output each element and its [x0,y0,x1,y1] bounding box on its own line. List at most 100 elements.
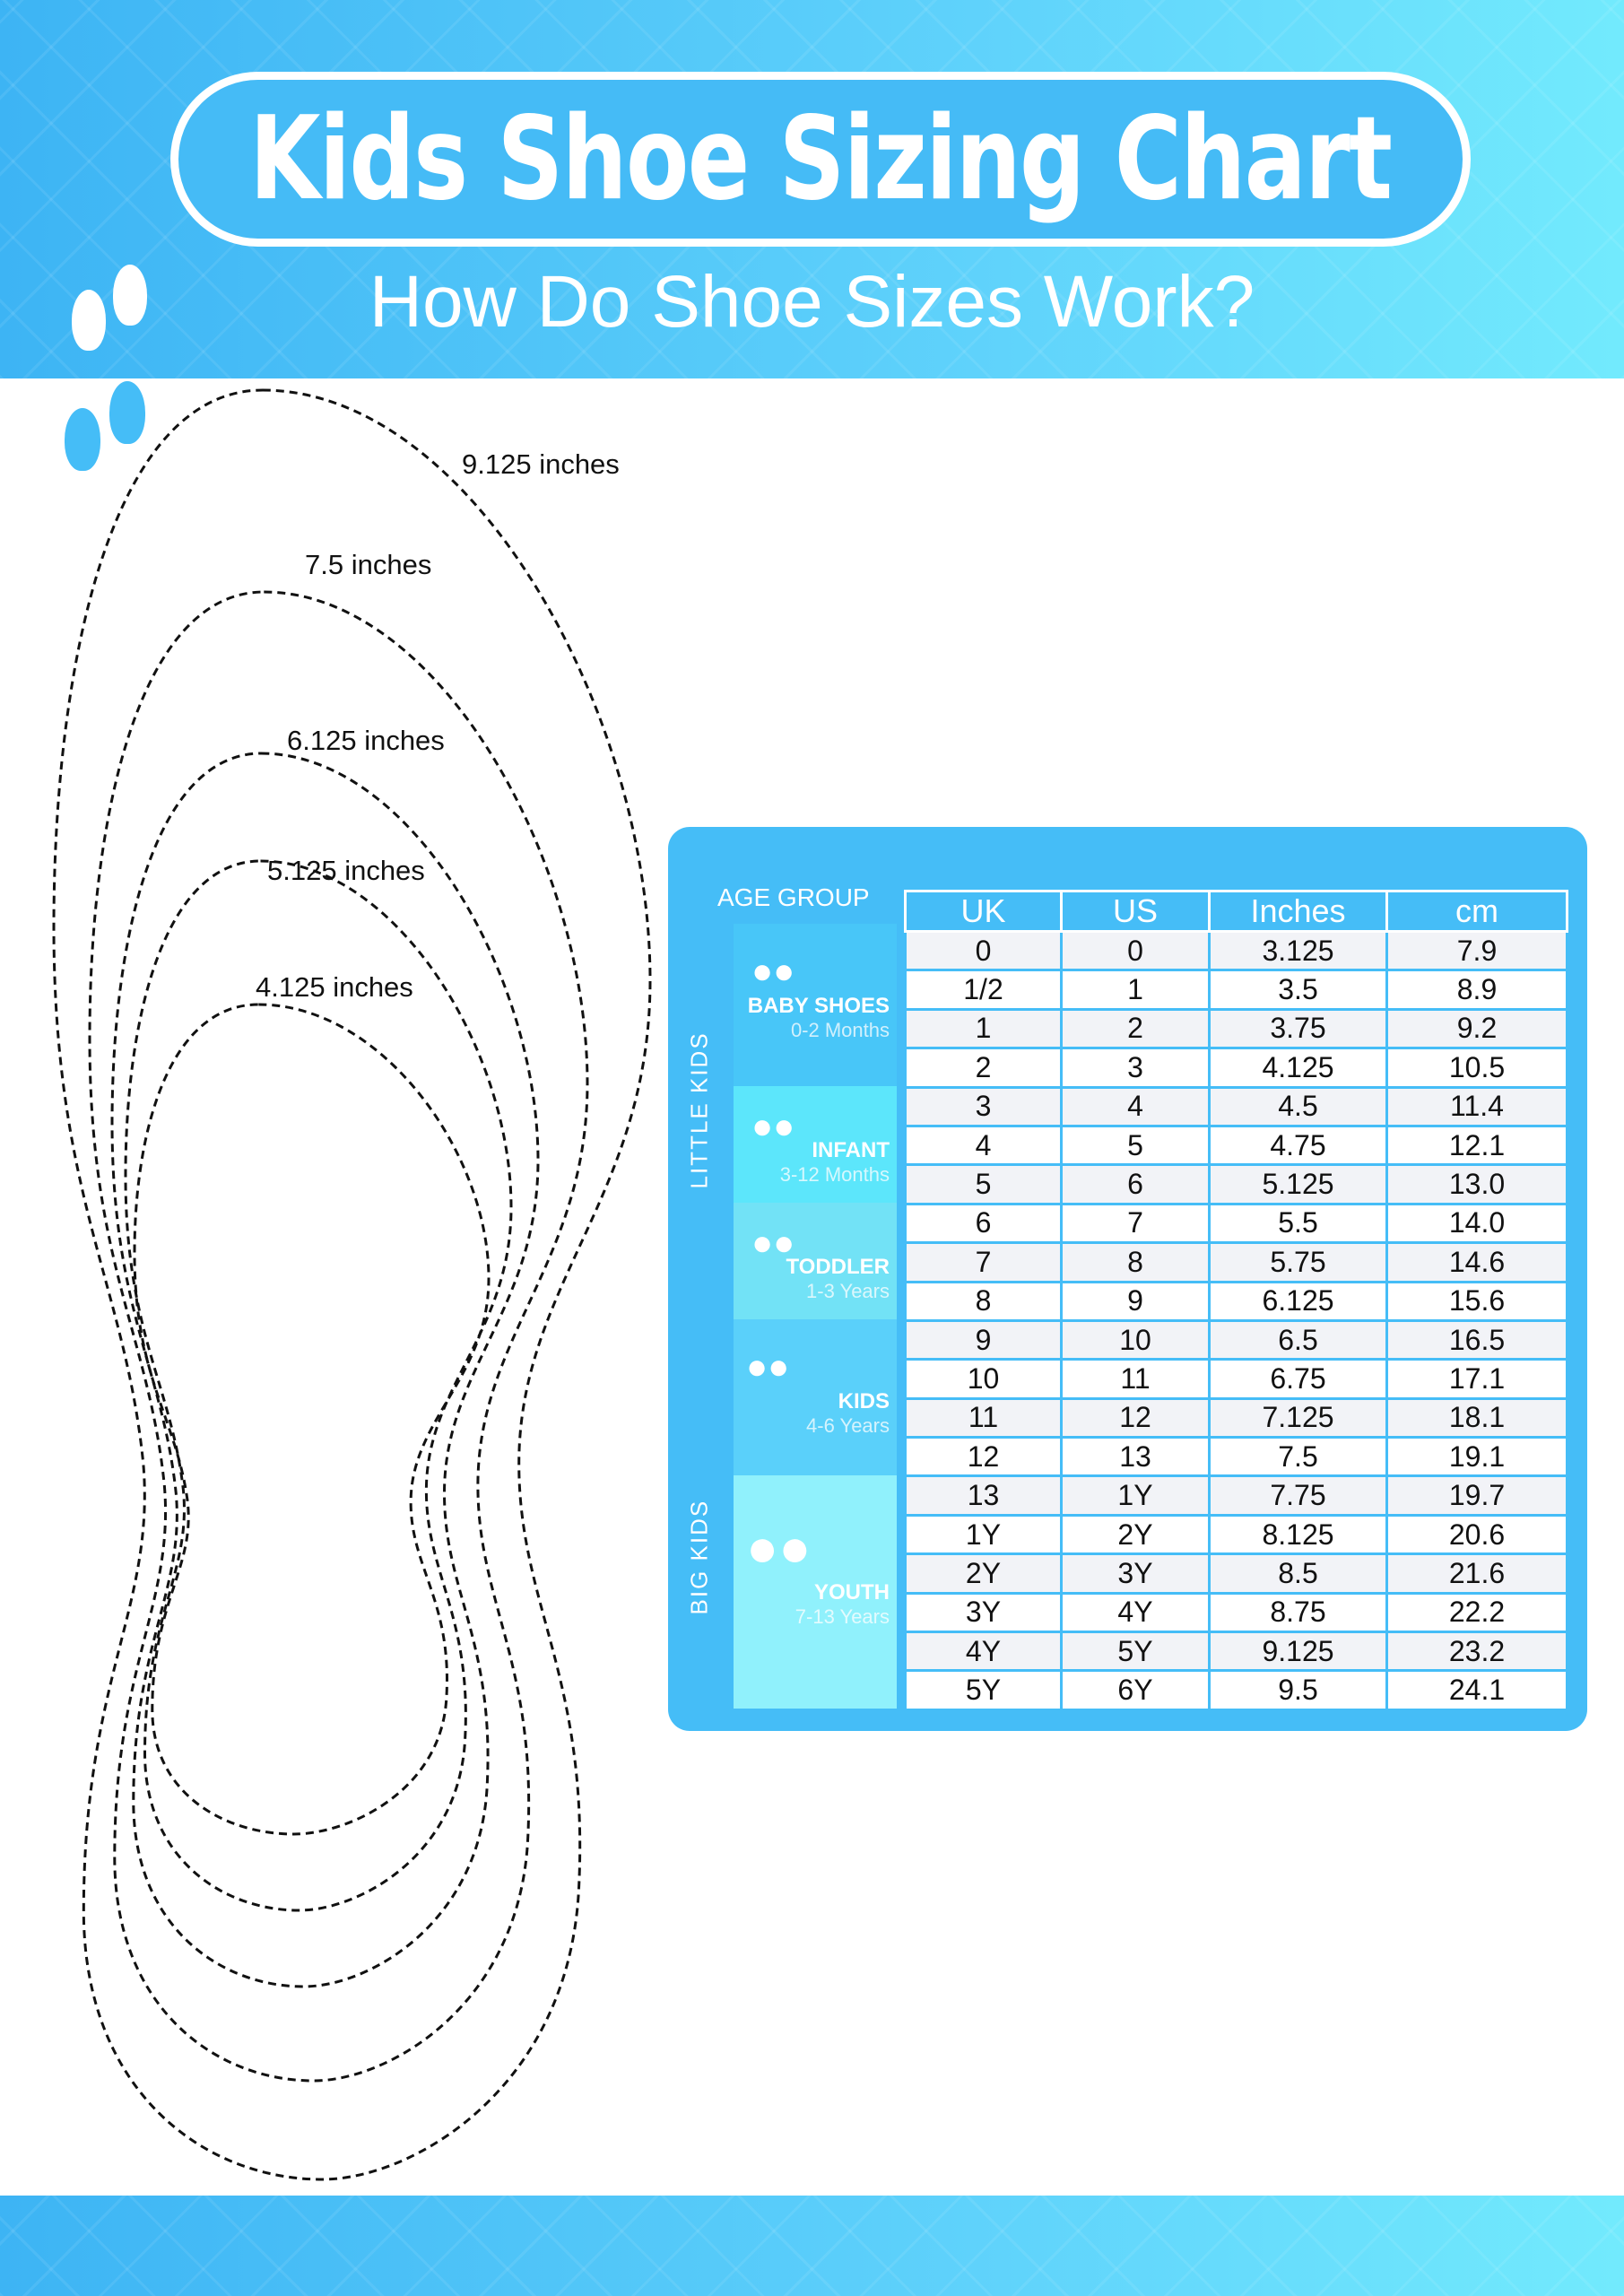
table-cell: 10 [1060,1318,1211,1361]
table-cell: 7.125 [1208,1396,1388,1439]
table-cell: 8.75 [1208,1591,1388,1634]
table-cell: 9.125 [1208,1631,1388,1673]
age-group-infant: ●● INFANT 3-12 Months [734,1085,897,1203]
table-cell: 0 [1060,929,1211,972]
table-row: 8 9 6.125 15.6 [904,1280,1568,1322]
foot-outline [88,590,589,2083]
table-cell: 3.5 [1208,969,1388,1011]
table-cell: 7 [904,1241,1063,1283]
table-cell: 6 [904,1202,1063,1245]
size-table: UK US Inches cm 0 0 3.125 7.9 1/2 1 3.5 8.9 1 2 3.75 9.… [904,890,1568,1711]
table-cell: 5Y [904,1669,1063,1711]
table-cell: 7 [1060,1202,1211,1245]
column-header: UK [904,890,1063,933]
group-age: 0-2 Months [790,1019,890,1042]
group-age: 4-6 Years [806,1414,890,1438]
table-cell: 12.1 [1385,1124,1568,1167]
outline-length-label: 9.125 inches [462,448,620,480]
table-cell: 17.1 [1385,1358,1568,1400]
table-row: 5 6 5.125 13.0 [904,1163,1568,1205]
column-header: cm [1385,890,1568,933]
table-row: 3 4 4.5 11.4 [904,1085,1568,1127]
group-age: 1-3 Years [806,1280,890,1303]
group-name: YOUTH [814,1579,890,1605]
table-cell: 3Y [1060,1552,1211,1595]
table-row: 10 11 6.75 17.1 [904,1358,1568,1400]
age-group-baby-shoes: ●● BABY SHOES 0-2 Months [734,924,897,1086]
table-cell: 3.75 [1208,1007,1388,1050]
table-row: 1 2 3.75 9.2 [904,1007,1568,1050]
table-cell: 11 [904,1396,1063,1439]
section-big-kids: BIG KIDS [685,1499,713,1615]
group-name: BABY SHOES [747,994,890,1019]
table-cell: 1Y [1060,1474,1211,1517]
page-title: Kids Shoe Sizing Chart [249,92,1393,226]
column-header: US [1060,890,1211,933]
table-cell: 13 [1060,1436,1211,1478]
table-cell: 4 [1060,1085,1211,1127]
table-cell: 14.0 [1385,1202,1568,1245]
table-cell: 8 [904,1280,1063,1322]
table-cell: 23.2 [1385,1631,1568,1673]
table-row: 6 7 5.5 14.0 [904,1202,1568,1245]
table-cell: 4.75 [1208,1124,1388,1167]
table-cell: 3 [1060,1047,1211,1089]
table-cell: 9 [904,1318,1063,1361]
table-cell: 5.75 [1208,1241,1388,1283]
table-row: 5Y 6Y 9.5 24.1 [904,1669,1568,1711]
table-cell: 4 [904,1124,1063,1167]
age-group-youth: ●● YOUTH 7-13 Years [734,1474,897,1709]
table-cell: 1 [904,1007,1063,1050]
table-row: 7 8 5.75 14.6 [904,1241,1568,1283]
age-group-toddler: ●● TODDLER 1-3 Years [734,1202,897,1319]
age-group-kids: ●● KIDS 4-6 Years [734,1319,897,1475]
table-cell: 5 [1060,1124,1211,1167]
feet-icon: ●● [751,952,795,992]
foot-outline [133,1003,491,1836]
table-cell: 2 [1060,1007,1211,1050]
table-cell: 8 [1060,1241,1211,1283]
table-cell: 22.2 [1385,1591,1568,1634]
table-cell: 7.5 [1208,1436,1388,1478]
table-cell: 10 [904,1358,1063,1400]
table-cell: 6 [1060,1163,1211,1205]
table-row: 0 0 3.125 7.9 [904,929,1568,972]
table-cell: 4Y [1060,1591,1211,1634]
table-cell: 13.0 [1385,1163,1568,1205]
table-cell: 14.6 [1385,1241,1568,1283]
table-cell: 4.5 [1208,1085,1388,1127]
table-cell: 3Y [904,1591,1063,1634]
table-cell: 19.1 [1385,1436,1568,1478]
table-cell: 7.75 [1208,1474,1388,1517]
table-cell: 1/2 [904,969,1063,1011]
table-cell: 6.75 [1208,1358,1388,1400]
group-age: 3-12 Months [779,1163,890,1187]
table-cell: 6Y [1060,1669,1211,1711]
table-row: 1/2 1 3.5 8.9 [904,969,1568,1011]
table-cell: 20.6 [1385,1513,1568,1556]
section-little-kids: LITTLE KIDS [685,1031,713,1189]
title-pill: Kids Shoe Sizing Chart [170,72,1471,247]
table-cell: 9 [1060,1280,1211,1322]
table-cell: 6.5 [1208,1318,1388,1361]
table-cell: 11.4 [1385,1085,1568,1127]
table-cell: 24.1 [1385,1669,1568,1711]
table-cell: 8.5 [1208,1552,1388,1595]
table-cell: 15.6 [1385,1280,1568,1322]
group-name: TODDLER [786,1255,890,1280]
table-cell: 8.125 [1208,1513,1388,1556]
feet-icon: ●● [746,1347,790,1387]
table-cell: 2Y [904,1552,1063,1595]
table-cell: 3 [904,1085,1063,1127]
table-cell: 16.5 [1385,1318,1568,1361]
age-group-heading: AGE GROUP [717,883,870,911]
outline-length-label: 6.125 inches [287,725,445,756]
footer-banner [0,2196,1624,2296]
group-name: INFANT [812,1138,890,1163]
table-cell: 12 [904,1436,1063,1478]
table-row: 2Y 3Y 8.5 21.6 [904,1552,1568,1595]
feet-icon: ●● [746,1518,812,1578]
table-row: 3Y 4Y 8.75 22.2 [904,1591,1568,1634]
group-name: KIDS [838,1389,890,1414]
table-cell: 1 [1060,969,1211,1011]
